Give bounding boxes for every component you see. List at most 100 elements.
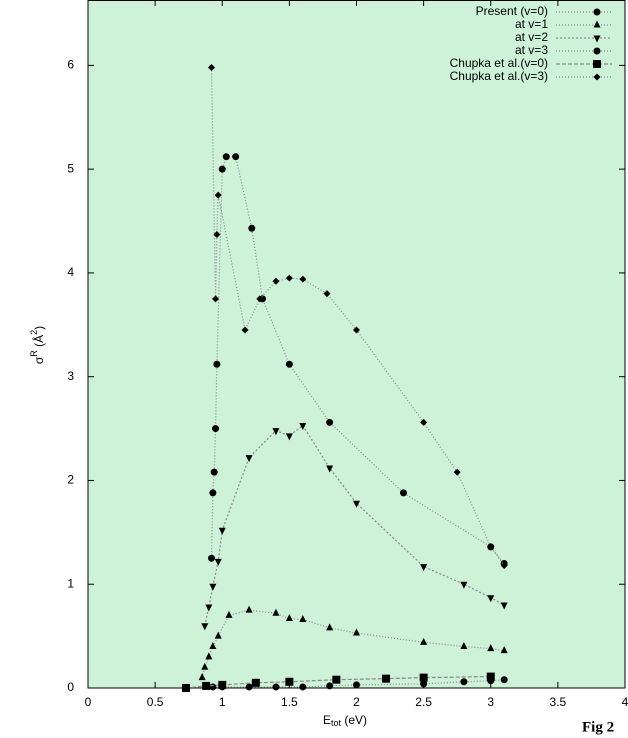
marker [500, 646, 508, 654]
x-tick-label: 0 [85, 695, 92, 709]
marker [382, 674, 391, 683]
marker [272, 428, 280, 436]
marker [299, 615, 307, 623]
marker [248, 224, 256, 232]
marker [353, 628, 360, 636]
marker [218, 165, 226, 173]
marker [500, 676, 508, 684]
marker [420, 564, 428, 572]
y-label-close: ) [32, 326, 46, 330]
y-label-unit: (Å [31, 335, 46, 350]
y-label-sup: R [29, 350, 39, 357]
figure-label: Fig 2 [582, 719, 614, 735]
marker [285, 274, 293, 282]
legend-marker [593, 73, 601, 81]
marker [326, 465, 334, 473]
marker [420, 680, 428, 688]
marker [245, 605, 253, 613]
marker [212, 425, 220, 433]
marker [285, 360, 293, 368]
marker [272, 683, 280, 691]
marker [299, 275, 307, 283]
marker [205, 652, 213, 660]
marker [214, 191, 222, 199]
x-tick-label: 2.5 [415, 695, 432, 709]
y-tick-label: 4 [67, 265, 74, 279]
marker [299, 683, 307, 691]
legend-marker [593, 47, 601, 55]
marker [209, 683, 217, 691]
marker [353, 500, 360, 508]
marker [209, 583, 217, 591]
marker [326, 682, 334, 690]
marker [272, 608, 280, 616]
marker [245, 455, 253, 463]
y-tick-label: 0 [67, 680, 74, 694]
y-tick-label: 5 [67, 161, 74, 175]
legend-marker [593, 60, 601, 68]
marker [460, 678, 468, 686]
marker [201, 623, 209, 631]
legend-label: at v=2 [515, 30, 548, 44]
marker [285, 613, 293, 621]
marker [225, 610, 233, 618]
marker [323, 290, 331, 298]
legend-marker [593, 8, 601, 16]
marker [420, 637, 428, 645]
marker [198, 673, 206, 681]
x-tick-label: 3 [487, 695, 494, 709]
marker [214, 631, 222, 639]
legend-label: at v=3 [515, 43, 548, 57]
x-tick-label: 2 [353, 695, 360, 709]
marker [326, 623, 334, 631]
marker [299, 422, 307, 430]
marker [218, 680, 227, 689]
marker [213, 360, 221, 368]
marker [285, 433, 293, 441]
y-label-unit-sup: 2 [29, 330, 39, 335]
y-tick-label: 1 [67, 576, 74, 590]
y-axis-label: σR (Å2) [29, 326, 46, 364]
marker [212, 295, 220, 303]
x-tick-label: 4 [622, 695, 628, 709]
marker [201, 662, 209, 670]
legend-label: Chupka et al.(v=0) [450, 56, 548, 70]
x-label-main: E [323, 713, 331, 727]
x-tick-label: 1.5 [281, 695, 298, 709]
x-label-sub: tot [331, 718, 342, 728]
legend-label: Chupka et al.(v=3) [450, 69, 548, 83]
marker [256, 295, 264, 303]
marker [285, 677, 294, 686]
marker [218, 527, 226, 535]
legend-marker [593, 20, 601, 28]
marker [487, 543, 495, 551]
marker [420, 418, 428, 426]
series-line [201, 609, 505, 678]
marker [487, 595, 495, 603]
x-label-rest: (eV) [341, 713, 367, 727]
series-line [212, 679, 505, 688]
marker [245, 683, 253, 691]
x-tick-label: 1 [219, 695, 226, 709]
marker [209, 489, 217, 497]
marker [272, 277, 280, 285]
marker [487, 644, 495, 652]
marker [182, 684, 191, 692]
marker [326, 418, 334, 426]
legend-label: at v=1 [515, 17, 548, 31]
marker [419, 673, 428, 682]
marker [210, 468, 218, 476]
x-tick-label: 0.5 [147, 695, 164, 709]
y-tick-label: 6 [67, 58, 74, 72]
marker [202, 681, 211, 690]
marker [500, 602, 508, 610]
x-axis-label: Etot (eV) [323, 713, 367, 728]
marker [460, 581, 468, 589]
y-tick-label: 2 [67, 473, 74, 487]
marker [353, 681, 360, 689]
plot-area [88, 0, 625, 688]
legend-label: Present (v=0) [476, 4, 548, 18]
legend-marker [593, 35, 601, 43]
